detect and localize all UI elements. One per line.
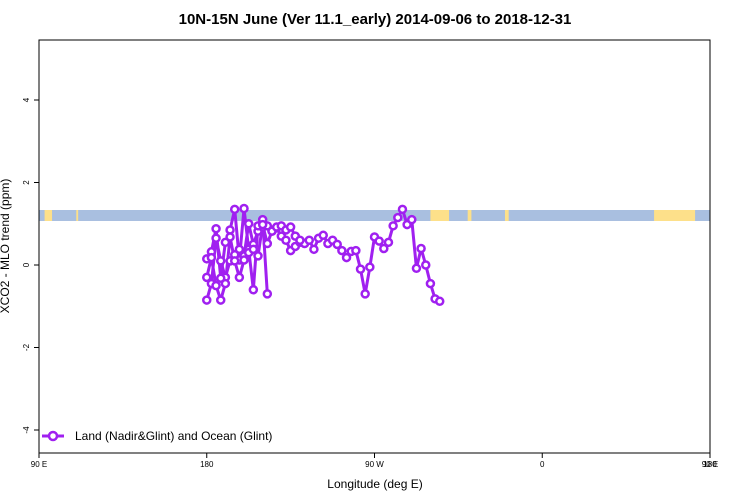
ocean-band xyxy=(39,210,710,221)
data-point xyxy=(202,272,212,283)
legend-marker-swatch xyxy=(47,430,59,442)
data-point xyxy=(248,244,259,255)
x-tick-label: 90 E xyxy=(31,460,47,469)
data-point xyxy=(262,238,273,249)
data-point xyxy=(355,264,366,274)
y-axis-label: XCO2 - MLO trend (ppm) xyxy=(0,179,12,314)
data-point xyxy=(332,239,342,250)
legend: Land (Nadir&Glint) and Ocean (Glint) xyxy=(42,429,272,443)
data-point xyxy=(257,219,268,230)
data-point xyxy=(411,263,422,274)
y-tick-label: -2 xyxy=(22,343,31,351)
data-point xyxy=(281,235,291,245)
data-point xyxy=(304,235,315,245)
data-point xyxy=(393,212,403,223)
data-point xyxy=(206,252,217,263)
y-tick-label: 4 xyxy=(22,97,31,102)
x-tick-label: 0 xyxy=(540,460,545,469)
data-point xyxy=(351,245,361,256)
x-axis-label: Longitude (deg E) xyxy=(327,477,422,491)
land-band-patch xyxy=(467,210,472,221)
data-point xyxy=(425,278,436,289)
y-tick-label: 0 xyxy=(22,262,31,267)
data-point xyxy=(239,255,249,265)
land-band-patch xyxy=(430,210,450,221)
data-point xyxy=(234,272,245,283)
y-tick-label: 2 xyxy=(22,180,31,185)
data-point xyxy=(388,221,398,231)
data-point xyxy=(309,244,319,255)
data-point xyxy=(295,235,305,245)
data-point xyxy=(285,222,296,232)
plot-frame xyxy=(38,39,711,454)
data-point xyxy=(374,236,384,246)
data-point xyxy=(234,244,245,255)
data-point xyxy=(225,232,235,242)
data-point xyxy=(421,260,431,270)
data-point xyxy=(211,223,221,234)
data-point xyxy=(434,296,445,307)
x-tick-label: 180 xyxy=(200,460,214,469)
data-point xyxy=(416,243,426,254)
data-point xyxy=(211,280,221,291)
data-point xyxy=(253,251,263,261)
data-point xyxy=(360,289,370,299)
data-point xyxy=(229,256,240,266)
y-tick-label: -4 xyxy=(22,426,31,434)
land-band-patch xyxy=(504,210,509,221)
data-point xyxy=(202,295,212,305)
x-tick-label: 90 E xyxy=(702,460,718,469)
data-point xyxy=(239,203,249,214)
x-tick-label: 90 W xyxy=(365,460,384,469)
land-band-patch xyxy=(44,210,53,221)
data-point xyxy=(379,243,389,254)
data-point xyxy=(407,214,417,225)
data-point xyxy=(397,204,408,215)
data-point xyxy=(341,252,352,263)
data-point xyxy=(243,219,254,229)
data-point xyxy=(318,230,328,241)
legend-label: Land (Nadir&Glint) and Ocean (Glint) xyxy=(75,429,272,443)
data-point xyxy=(215,295,226,305)
data-point xyxy=(262,289,273,299)
data-point xyxy=(215,256,226,266)
data-point xyxy=(229,204,240,215)
chart-title: 10N-15N June (Ver 11.1_early) 2014-09-06… xyxy=(179,11,572,28)
land-band-patch xyxy=(654,210,696,221)
data-point xyxy=(383,237,394,248)
data-point xyxy=(211,233,221,243)
data-point xyxy=(220,278,231,289)
x-tick-label: 180 xyxy=(703,460,717,469)
land-band-patch xyxy=(76,210,79,221)
data-point xyxy=(337,245,347,256)
data-point xyxy=(248,285,259,295)
data-point xyxy=(365,262,375,272)
